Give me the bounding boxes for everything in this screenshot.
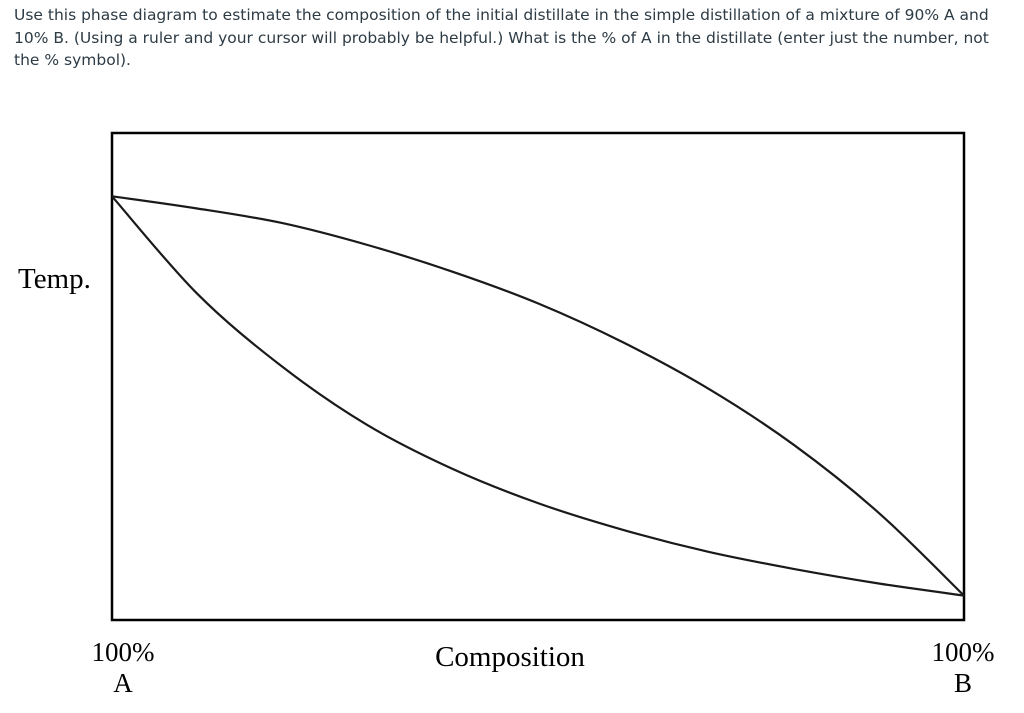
x-axis-label: Composition <box>435 641 585 673</box>
plot-frame <box>110 131 966 622</box>
right-end-percent-label: 100% <box>932 637 995 667</box>
right-end-component-label: B <box>954 668 972 698</box>
left-end-percent-label: 100% <box>92 637 155 667</box>
vapor-curve <box>111 195 965 597</box>
y-axis-label: Temp. <box>18 263 91 295</box>
liquid-curve <box>111 195 965 597</box>
phase-curves <box>111 195 965 597</box>
question-text: Use this phase diagram to estimate the c… <box>14 6 989 69</box>
left-end-component-label: A <box>113 668 133 698</box>
